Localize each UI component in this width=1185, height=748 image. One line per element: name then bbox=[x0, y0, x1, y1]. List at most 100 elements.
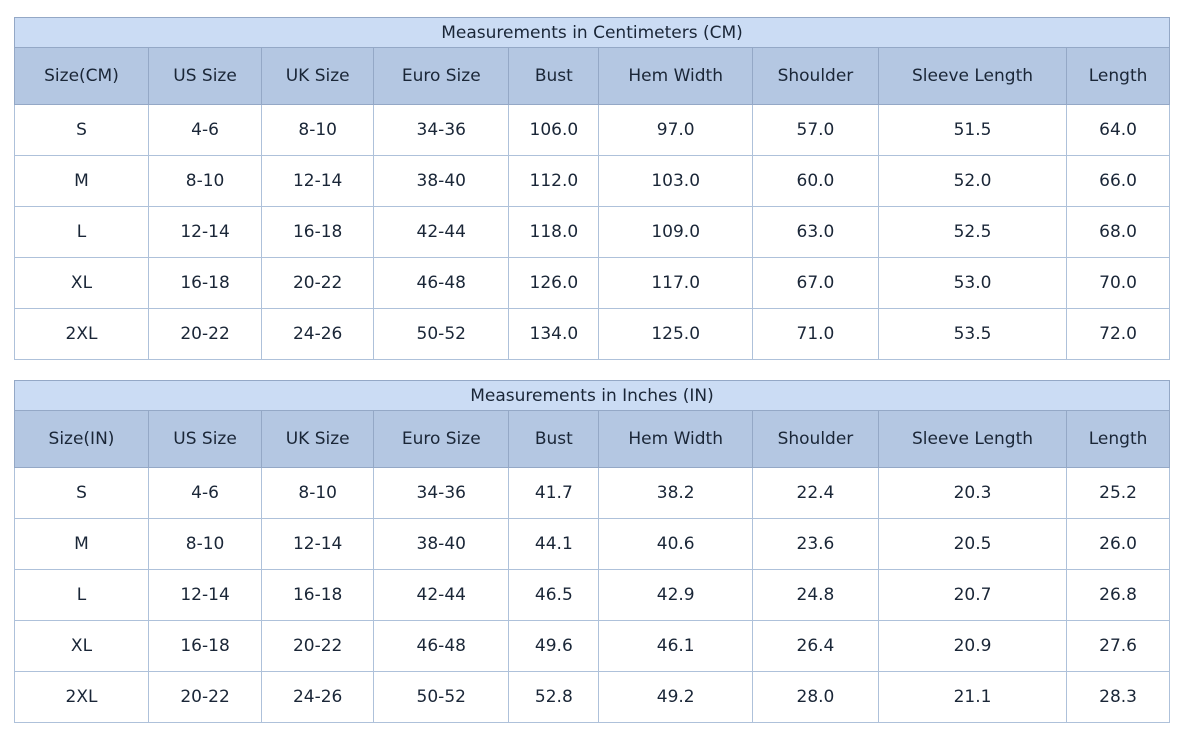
column-header: UK Size bbox=[261, 410, 375, 468]
measurement-cell: 103.0 bbox=[598, 155, 753, 207]
column-header: Shoulder bbox=[752, 410, 879, 468]
measurement-cell: 25.2 bbox=[1066, 467, 1170, 519]
measurement-cell: 44.1 bbox=[508, 518, 600, 570]
table-title-cm: Measurements in Centimeters (CM) bbox=[14, 17, 1170, 48]
measurement-cell: 71.0 bbox=[752, 308, 879, 360]
measurement-cell: 109.0 bbox=[598, 206, 753, 258]
table-body-in: S 4-6 8-10 34-36 41.7 38.2 22.4 20.3 25.2 M 8-10 12… bbox=[14, 467, 1170, 723]
measurement-cell: 34-36 bbox=[373, 104, 510, 156]
table-row: M 8-10 12-14 38-40 44.1 40.6 23.6 20.5 26.0 bbox=[14, 518, 1170, 570]
measurement-cell: 41.7 bbox=[508, 467, 600, 519]
measurement-cell: 27.6 bbox=[1066, 620, 1170, 672]
column-header: UK Size bbox=[261, 47, 375, 105]
measurement-cell: 112.0 bbox=[508, 155, 600, 207]
size-label-cell: XL bbox=[14, 620, 149, 672]
column-header: Size(CM) bbox=[14, 47, 149, 105]
measurement-cell: 23.6 bbox=[752, 518, 879, 570]
measurement-cell: 16-18 bbox=[261, 569, 375, 621]
measurement-cell: 42-44 bbox=[373, 206, 510, 258]
measurement-cell: 63.0 bbox=[752, 206, 879, 258]
measurement-cell: 8-10 bbox=[147, 155, 263, 207]
measurement-cell: 51.5 bbox=[877, 104, 1068, 156]
table-row: L 12-14 16-18 42-44 46.5 42.9 24.8 20.7 26.8 bbox=[14, 569, 1170, 621]
measurement-cell: 46-48 bbox=[373, 620, 510, 672]
measurement-cell: 34-36 bbox=[373, 467, 510, 519]
column-header: US Size bbox=[147, 410, 263, 468]
measurement-cell: 16-18 bbox=[147, 620, 263, 672]
table-row: XL 16-18 20-22 46-48 49.6 46.1 26.4 20.9 27.6 bbox=[14, 620, 1170, 672]
measurement-cell: 38-40 bbox=[373, 155, 510, 207]
table-title-in: Measurements in Inches (IN) bbox=[14, 380, 1170, 411]
measurement-cell: 12-14 bbox=[147, 206, 263, 258]
measurement-cell: 67.0 bbox=[752, 257, 879, 309]
column-header: Bust bbox=[508, 47, 600, 105]
measurement-cell: 26.8 bbox=[1066, 569, 1170, 621]
column-header: Euro Size bbox=[373, 410, 510, 468]
column-header-row: Size(CM) US Size UK Size Euro Size Bust Hem W… bbox=[14, 47, 1170, 105]
measurement-cell: 20-22 bbox=[261, 257, 375, 309]
measurement-cell: 64.0 bbox=[1066, 104, 1170, 156]
measurement-cell: 22.4 bbox=[752, 467, 879, 519]
measurement-cell: 134.0 bbox=[508, 308, 600, 360]
measurement-cell: 66.0 bbox=[1066, 155, 1170, 207]
size-table-in: Measurements in Inches (IN) Size(IN) US S… bbox=[14, 380, 1170, 723]
measurement-cell: 26.4 bbox=[752, 620, 879, 672]
measurement-cell: 42-44 bbox=[373, 569, 510, 621]
measurement-cell: 8-10 bbox=[261, 467, 375, 519]
measurement-cell: 4-6 bbox=[147, 104, 263, 156]
size-label-cell: M bbox=[14, 518, 149, 570]
measurement-cell: 16-18 bbox=[147, 257, 263, 309]
table-body-cm: S 4-6 8-10 34-36 106.0 97.0 57.0 51.5 64.0 M 8-10 1… bbox=[14, 104, 1170, 360]
measurement-cell: 72.0 bbox=[1066, 308, 1170, 360]
measurement-cell: 53.0 bbox=[877, 257, 1068, 309]
measurement-cell: 28.3 bbox=[1066, 671, 1170, 723]
column-header: Sleeve Length bbox=[877, 410, 1068, 468]
measurement-cell: 117.0 bbox=[598, 257, 753, 309]
measurement-cell: 50-52 bbox=[373, 308, 510, 360]
measurement-cell: 60.0 bbox=[752, 155, 879, 207]
measurement-cell: 21.1 bbox=[877, 671, 1068, 723]
measurement-cell: 52.8 bbox=[508, 671, 600, 723]
measurement-cell: 125.0 bbox=[598, 308, 753, 360]
column-header: Bust bbox=[508, 410, 600, 468]
measurement-cell: 40.6 bbox=[598, 518, 753, 570]
column-header: Sleeve Length bbox=[877, 47, 1068, 105]
measurement-cell: 20-22 bbox=[147, 671, 263, 723]
column-header: Shoulder bbox=[752, 47, 879, 105]
size-label-cell: S bbox=[14, 467, 149, 519]
column-header: Length bbox=[1066, 47, 1170, 105]
measurement-cell: 49.6 bbox=[508, 620, 600, 672]
measurement-cell: 20.9 bbox=[877, 620, 1068, 672]
measurement-cell: 52.5 bbox=[877, 206, 1068, 258]
measurement-cell: 118.0 bbox=[508, 206, 600, 258]
measurement-cell: 106.0 bbox=[508, 104, 600, 156]
column-header: Hem Width bbox=[598, 47, 753, 105]
table-row: 2XL 20-22 24-26 50-52 134.0 125.0 71.0 53.5 72.0 bbox=[14, 308, 1170, 360]
column-header: Hem Width bbox=[598, 410, 753, 468]
measurement-cell: 16-18 bbox=[261, 206, 375, 258]
measurement-cell: 4-6 bbox=[147, 467, 263, 519]
measurement-cell: 12-14 bbox=[261, 155, 375, 207]
measurement-cell: 8-10 bbox=[147, 518, 263, 570]
table-row: 2XL 20-22 24-26 50-52 52.8 49.2 28.0 21.1 28.3 bbox=[14, 671, 1170, 723]
measurement-cell: 26.0 bbox=[1066, 518, 1170, 570]
size-label-cell: XL bbox=[14, 257, 149, 309]
measurement-cell: 8-10 bbox=[261, 104, 375, 156]
column-header: US Size bbox=[147, 47, 263, 105]
measurement-cell: 126.0 bbox=[508, 257, 600, 309]
measurement-cell: 46-48 bbox=[373, 257, 510, 309]
measurement-cell: 20-22 bbox=[147, 308, 263, 360]
size-label-cell: 2XL bbox=[14, 308, 149, 360]
measurement-cell: 24.8 bbox=[752, 569, 879, 621]
measurement-cell: 28.0 bbox=[752, 671, 879, 723]
measurement-cell: 24-26 bbox=[261, 671, 375, 723]
column-header: Length bbox=[1066, 410, 1170, 468]
measurement-cell: 24-26 bbox=[261, 308, 375, 360]
measurement-cell: 12-14 bbox=[261, 518, 375, 570]
size-label-cell: L bbox=[14, 569, 149, 621]
measurement-cell: 12-14 bbox=[147, 569, 263, 621]
measurement-cell: 38-40 bbox=[373, 518, 510, 570]
measurement-cell: 20-22 bbox=[261, 620, 375, 672]
column-header-row: Size(IN) US Size UK Size Euro Size Bust Hem W… bbox=[14, 410, 1170, 468]
table-row: L 12-14 16-18 42-44 118.0 109.0 63.0 52.5 68.0 bbox=[14, 206, 1170, 258]
